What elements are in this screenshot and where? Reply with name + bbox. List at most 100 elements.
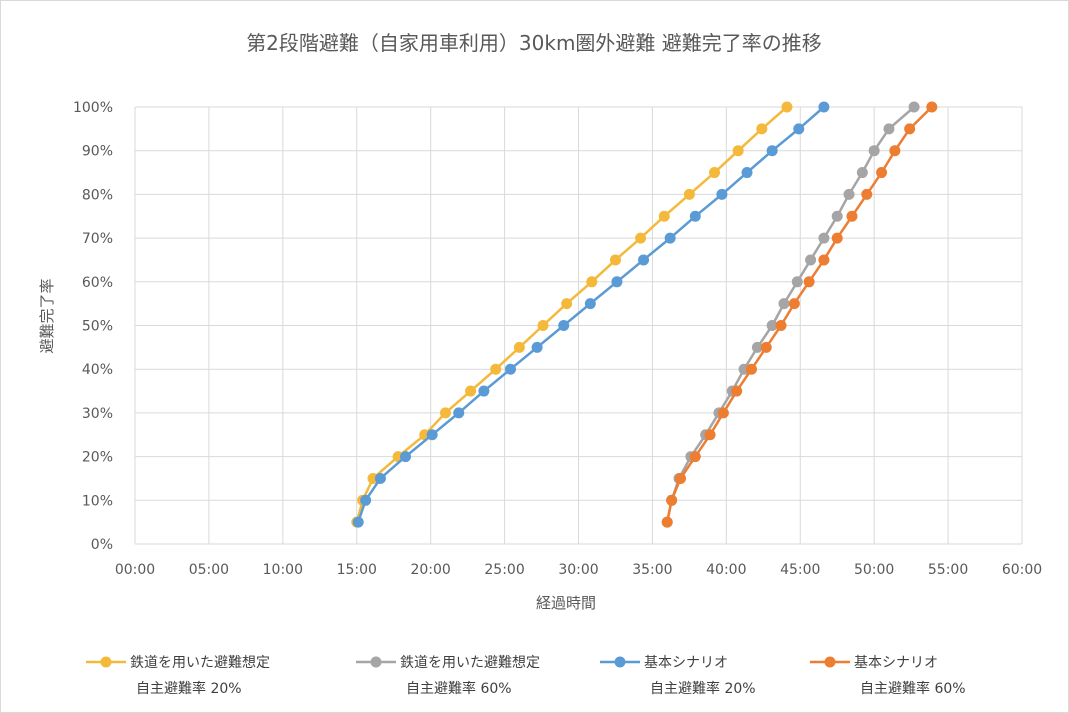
legend-label: 基本シナリオ	[854, 654, 938, 671]
legend-marker	[614, 656, 626, 668]
data-point	[818, 232, 830, 244]
data-point	[760, 341, 772, 353]
y-tick-label: 10%	[82, 493, 113, 509]
data-point	[868, 145, 880, 157]
data-point	[756, 123, 768, 135]
legend-sublabel: 自主避難率 60%	[406, 680, 512, 697]
data-point	[683, 188, 695, 200]
data-point	[675, 472, 687, 484]
data-point	[709, 167, 721, 179]
x-tick-label: 15:00	[337, 562, 377, 578]
x-tick-label: 30:00	[558, 562, 598, 578]
legend-label: 鉄道を用いた避難想定	[130, 655, 270, 671]
data-point	[861, 188, 873, 200]
x-tick-label: 10:00	[263, 562, 303, 578]
data-point	[732, 145, 744, 157]
data-point	[661, 516, 673, 528]
x-tick-label: 05:00	[189, 562, 229, 578]
data-point	[490, 363, 502, 375]
y-tick-label: 40%	[82, 362, 113, 378]
data-point	[717, 407, 729, 419]
series-line	[357, 106, 825, 523]
data-point	[513, 341, 525, 353]
data-point	[561, 298, 573, 310]
data-point	[766, 145, 778, 157]
x-tick-label: 50:00	[854, 562, 894, 578]
legend-sublabel: 自主避難率 20%	[136, 680, 242, 697]
x-tick-label: 60:00	[1002, 562, 1042, 578]
data-point	[584, 298, 596, 310]
data-point	[831, 210, 843, 222]
data-point	[611, 276, 623, 288]
legend-marker	[100, 656, 112, 668]
data-point	[666, 494, 678, 506]
data-point	[741, 167, 753, 179]
series-line	[665, 106, 915, 523]
data-point	[876, 167, 888, 179]
series-line	[665, 106, 933, 523]
y-axis-label: 避難完了率	[38, 278, 56, 353]
data-point	[689, 451, 701, 463]
y-tick-label: 60%	[82, 275, 113, 291]
data-point	[716, 188, 728, 200]
y-tick-labels: 0% 10% 20% 30% 40% 50% 60% 70% 80% 90% 100%	[73, 100, 113, 553]
data-point	[558, 320, 570, 331]
x-tick-label: 40:00	[706, 562, 746, 578]
chart-title: 第2段階避難（自家用車利用）30km圏外避難 避難完了率の推移	[246, 31, 822, 55]
data-point	[658, 210, 670, 222]
data-point	[846, 210, 858, 222]
data-point	[704, 429, 716, 441]
series-group	[351, 101, 938, 528]
y-tick-label: 50%	[82, 319, 113, 335]
data-point	[904, 123, 916, 135]
data-point	[791, 276, 803, 288]
data-point	[781, 101, 793, 113]
data-point	[635, 232, 647, 244]
y-tick-label: 90%	[82, 144, 113, 160]
data-point	[531, 341, 543, 353]
data-point	[818, 254, 830, 266]
y-tick-label: 0%	[91, 537, 113, 553]
data-point	[745, 363, 757, 375]
data-point	[638, 254, 650, 266]
x-tick-label: 00:00	[115, 562, 155, 578]
y-tick-label: 20%	[82, 450, 113, 466]
data-point	[908, 101, 920, 113]
data-point	[766, 320, 778, 331]
data-point	[586, 276, 598, 288]
data-point	[426, 429, 438, 441]
series-4	[661, 101, 938, 528]
data-point	[478, 385, 490, 397]
y-tick-label: 100%	[73, 100, 113, 116]
data-point	[664, 232, 676, 244]
data-point	[609, 254, 621, 266]
data-point	[453, 407, 465, 419]
series-line	[355, 106, 788, 523]
data-point	[537, 320, 549, 331]
data-point	[360, 494, 372, 506]
x-tick-label: 20:00	[410, 562, 450, 578]
series-3	[352, 101, 830, 528]
data-point	[374, 472, 386, 484]
data-point	[831, 232, 843, 244]
legend-label: 基本シナリオ	[644, 654, 728, 671]
y-tick-label: 30%	[82, 406, 113, 422]
data-point	[400, 451, 412, 463]
data-point	[504, 363, 516, 375]
legend-sublabel: 自主避難率 60%	[860, 680, 966, 697]
data-point	[926, 101, 938, 113]
data-point	[778, 298, 790, 310]
data-point	[731, 385, 743, 397]
data-point	[352, 516, 364, 528]
data-point	[883, 123, 895, 135]
legend-label: 鉄道を用いた避難想定	[400, 655, 540, 671]
x-tick-labels: 00:00 05:00 10:00 15:00 20:00 25:00 30:00 35:00…	[115, 562, 1042, 578]
data-point	[439, 407, 451, 419]
data-point	[751, 341, 763, 353]
data-point	[793, 123, 805, 135]
